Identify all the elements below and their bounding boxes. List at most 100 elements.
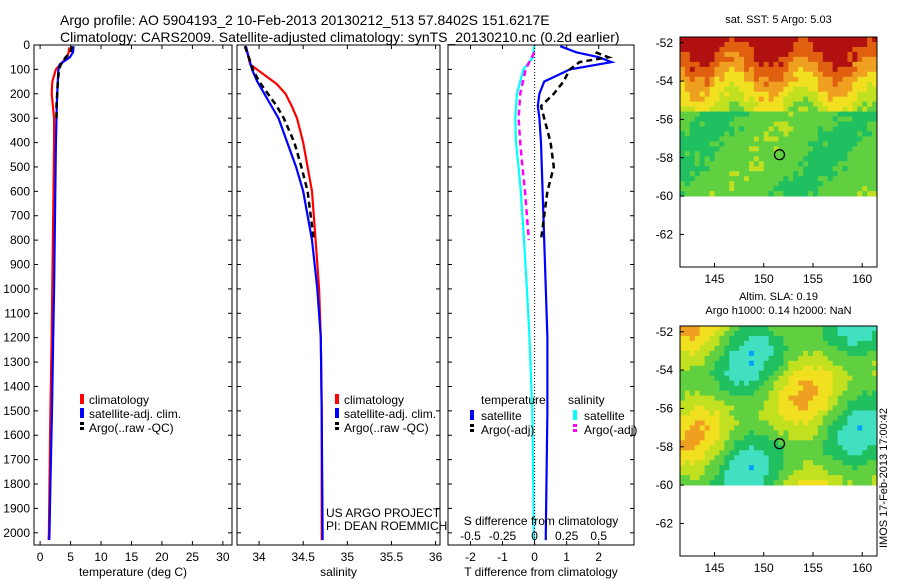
map-cell [832,46,838,53]
map-cell [753,345,760,352]
map-cell [803,116,809,122]
map-cell [680,41,686,48]
map-cell [847,410,853,416]
map-cell [798,480,804,486]
map-cell [729,360,735,367]
map-cell [798,136,804,142]
map-cell [768,370,774,377]
map-y-tick-label: -56 [656,401,674,415]
map-cell [817,156,824,162]
map-cell [758,360,765,367]
map-cell [699,66,706,73]
map-cell [852,76,858,83]
map-cell [689,101,696,107]
map-cell [832,365,838,372]
map-cell [744,76,750,83]
map-cell [822,56,829,63]
map-cell [832,350,838,357]
map-cell [714,460,720,466]
map-cell [812,46,819,53]
map-cell [837,136,843,142]
map-cell [684,326,691,332]
map-cell [684,405,691,411]
map-cell [778,330,784,337]
map-cell [768,76,774,83]
map-cell [758,455,765,461]
map-cell [832,370,838,377]
map-cell [714,46,720,53]
map-cell [852,326,858,332]
map-cell [704,335,710,342]
map-cell [872,71,878,78]
y-tick-label: 1700 [3,453,30,467]
map-cell [753,385,760,392]
map-cell [812,121,819,127]
map-cell [778,360,784,367]
map-cell [862,116,868,122]
map-cell [714,56,720,63]
map-cell [758,81,765,88]
map-cell [719,345,725,352]
map-cell [798,390,804,396]
map-cell [704,430,710,436]
map-cell [684,345,691,352]
map-cell [788,41,794,48]
map-cell [694,76,701,83]
map-cell [817,405,824,411]
map-cell [768,350,774,357]
map-cell [694,141,701,147]
map-cell [798,420,804,426]
map-cell [739,106,745,112]
map-cell [793,445,799,451]
map-cell [867,445,873,451]
map-cell [793,405,799,411]
map-cell [847,96,853,103]
map-cell [872,385,878,392]
map-cell [734,121,740,127]
map-cell [827,480,834,486]
map-cell [857,66,863,73]
map-cell [842,46,848,53]
map-cell [832,415,838,421]
map-cell [763,41,770,48]
map-cell [714,410,720,416]
map-cell [694,395,701,401]
map-cell [709,455,715,461]
map-cell [739,111,745,117]
map-cell [808,151,814,157]
map-cell [778,46,784,53]
map-cell [739,450,745,456]
map-cell [808,326,814,332]
map-cell [709,385,715,392]
map-cell [842,330,848,337]
map-cell [783,435,789,441]
map-cell [822,330,829,337]
map-cell [778,345,784,352]
map-cell [758,380,765,387]
map-cell [788,166,794,172]
map-cell [827,425,834,431]
map-cell [847,81,853,88]
map-cell [817,41,824,48]
map-cell [788,191,794,197]
map-cell [832,470,838,476]
map-cell [808,76,814,83]
map-title: Argo h1000: 0.14 h2000: NaN [705,305,851,317]
map-cell [694,480,701,486]
map-cell [808,425,814,431]
map-cell [768,136,774,142]
map-cell [778,151,784,157]
map-cell [857,425,863,431]
map-cell [852,455,858,461]
map-cell [680,360,686,367]
map-cell [832,400,838,406]
map-cell [837,330,843,337]
map-cell [744,151,750,157]
map-cell [822,171,829,177]
map-cell [724,335,730,342]
map-cell [808,380,814,387]
map-cell [867,56,873,63]
map-cell [857,56,863,63]
map-cell [817,355,824,362]
map-cell [729,51,735,58]
